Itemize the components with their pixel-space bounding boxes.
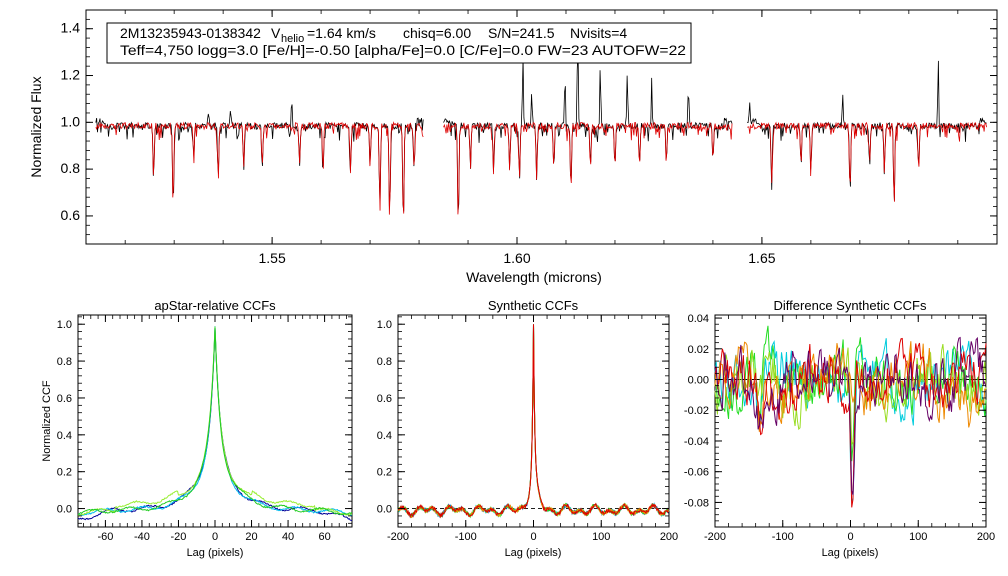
- apstar-ccf-xtick-label: 60: [318, 531, 330, 543]
- apstar-ccf-visit-4-line: [77, 327, 353, 516]
- spectrum-plot-frame: [85, 9, 998, 245]
- spectrum-model-line: [443, 121, 733, 215]
- difference-ccf-ytick-label: 0.02: [688, 344, 709, 356]
- spectrum-xlabel: Wavelength (microns): [466, 269, 602, 285]
- synthetic-ccf-ytick-label: 0.6: [377, 393, 392, 405]
- difference-ccf-xtick-label: 200: [977, 531, 995, 543]
- spectrum-ytick-label: 1.4: [61, 20, 81, 36]
- sn-value: S/N=241.5: [488, 25, 555, 41]
- apstar-ccf-xtick-label: 0: [212, 531, 218, 543]
- spectrum-observed-line: [747, 60, 987, 201]
- apstar-ccf-title: apStar-relative CCFs: [154, 298, 276, 313]
- difference-ccf-series-group: [714, 325, 987, 508]
- apstar-ccf-visit-1-line: [77, 328, 353, 522]
- info-line-2: Teff=4,750 logg=3.0 [Fe/H]=-0.50 [alpha/…: [120, 42, 686, 58]
- vhelio-subscript: helio: [281, 33, 304, 45]
- vhelio-symbol: V: [271, 25, 281, 41]
- synthetic-ccf-ytick-label: 0.4: [377, 430, 392, 442]
- difference-ccf-xlabel: Lag (pixels): [822, 547, 879, 559]
- info-box: [106, 22, 692, 64]
- synthetic-ccf-ytick-label: 1.0: [377, 319, 392, 331]
- apstar-ccf-xtick-label: 20: [245, 531, 257, 543]
- apstar-ccf-ytick-label: 1.0: [57, 319, 72, 331]
- spectrum-observed-line: [95, 104, 424, 212]
- spectrum-model-line: [95, 121, 424, 215]
- apstar-ccf-ytick-label: 0.4: [57, 430, 72, 442]
- synthetic-ccf-panel: -200 -100 0 100 200 0.0 0.2 0.4 0.6 0.8 1.0 Synthe…: [377, 298, 678, 559]
- spectrum-xtick-label: 1.60: [503, 250, 530, 266]
- difference-ccf-ytick-label: -0.06: [684, 467, 709, 479]
- info-line-1: 2M13235943-0138342 V helio =1.64 km/s ch…: [120, 25, 627, 45]
- difference-ccf-panel: -200 -100 0 100 200 -0.08 -0.06 -0.04 -0.02 0.00 0…: [684, 298, 995, 559]
- difference-ccf-ytick-label: -0.02: [684, 405, 709, 417]
- apstar-ccf-ytick-label: 0.2: [57, 467, 72, 479]
- apstar-ccf-series-group: [77, 326, 353, 522]
- spectrum-ytick-label: 0.8: [61, 160, 81, 176]
- apstar-ccf-xtick-label: 40: [282, 531, 294, 543]
- difference-ccf-xtick-label: 100: [909, 531, 927, 543]
- apstar-ccf-xtick-label: -40: [134, 531, 150, 543]
- synthetic-ccf-xtick-label: 100: [592, 531, 610, 543]
- spectrum-ylabel: Normalized Flux: [28, 76, 44, 177]
- difference-ccf-title: Difference Synthetic CCFs: [774, 298, 927, 313]
- apstar-ccf-plot-frame: [77, 314, 353, 528]
- star-id: 2M13235943-0138342: [120, 25, 261, 41]
- difference-ccf-ticks: -200 -100 0 100 200 -0.08 -0.06 -0.04 -0.02 0.00 0…: [684, 313, 995, 543]
- difference-ccf-xtick-label: -100: [772, 531, 794, 543]
- spectrum-model-line: [747, 121, 988, 202]
- spectrum-ticks: 1.55 1.60 1.65 0.6 0.8 1.0 1.2 1.4: [61, 10, 997, 266]
- difference-ccf-ytick-label: -0.08: [684, 497, 709, 509]
- vhelio-value: =1.64 km/s: [307, 25, 376, 41]
- apstar-ccf-ylabel: Normalized CCF: [41, 380, 53, 462]
- synthetic-ccf-ytick-label: 0.0: [377, 504, 392, 516]
- synthetic-ccf-xtick-label: 200: [660, 531, 678, 543]
- spectrum-xtick-label: 1.65: [748, 250, 775, 266]
- synthetic-ccf-series-group: [397, 324, 670, 519]
- difference-ccf-xtick-label: 0: [847, 531, 853, 543]
- difference-ccf-ytick-label: 0.04: [688, 313, 709, 325]
- synthetic-ccf-ytick-label: 0.2: [377, 467, 392, 479]
- synthetic-ccf-title: Synthetic CCFs: [488, 298, 579, 313]
- apstar-ccf-ytick-label: 0.8: [57, 356, 72, 368]
- synthetic-ccf-ytick-label: 0.8: [377, 356, 392, 368]
- spectrum-ytick-label: 1.0: [61, 113, 81, 129]
- apstar-ccf-visit-2-line: [77, 326, 353, 516]
- difference-ccf-visit-3-line: [714, 343, 987, 446]
- spectrum-observed-line: [443, 48, 733, 213]
- spectrum-ytick-label: 1.2: [61, 67, 81, 83]
- apstar-ccf-panel: -60 -40 -20 0 20 40 60 0.0 0.2 0.4 0.6 0.8 1.0 apSta…: [41, 298, 353, 559]
- spectrum-panel: 1.55 1.60 1.65 0.6 0.8 1.0 1.2 1.4 Normalized F…: [28, 9, 998, 285]
- synthetic-ccf-xlabel: Lag (pixels): [505, 547, 562, 559]
- synthetic-ccf-xtick-label: 0: [530, 531, 536, 543]
- difference-ccf-visit-6-line: [714, 336, 987, 496]
- difference-ccf-ytick-label: -0.04: [684, 436, 709, 448]
- difference-ccf-ytick-label: 0.00: [688, 375, 709, 387]
- apstar-ccf-xtick-label: -60: [97, 531, 113, 543]
- apstar-ccf-visit-3-line: [77, 326, 353, 517]
- apstar-ccf-ticks: -60 -40 -20 0 20 40 60 0.0 0.2 0.4 0.6 0.8 1.0: [57, 315, 352, 543]
- spectrum-series-group: [95, 48, 988, 215]
- synthetic-ccf-xtick-label: -200: [387, 531, 409, 543]
- apstar-ccf-xlabel: Lag (pixels): [187, 547, 244, 559]
- apstar-ccf-ytick-label: 0.6: [57, 393, 72, 405]
- apstar-ccf-xtick-label: -20: [171, 531, 187, 543]
- chisq-value: chisq=6.00: [403, 25, 471, 41]
- nvisits-value: Nvisits=4: [570, 25, 627, 41]
- spectrum-ytick-label: 0.6: [61, 207, 81, 223]
- difference-ccf-xtick-label: -200: [704, 531, 726, 543]
- spectrum-xtick-label: 1.55: [258, 250, 285, 266]
- synthetic-ccf-xtick-label: -100: [455, 531, 477, 543]
- synthetic-ccf-ticks: -200 -100 0 100 200 0.0 0.2 0.4 0.6 0.8 1.0: [377, 315, 678, 543]
- synthetic-ccf-visit-6-line: [397, 324, 670, 519]
- apstar-ccf-ytick-label: 0.0: [57, 504, 72, 516]
